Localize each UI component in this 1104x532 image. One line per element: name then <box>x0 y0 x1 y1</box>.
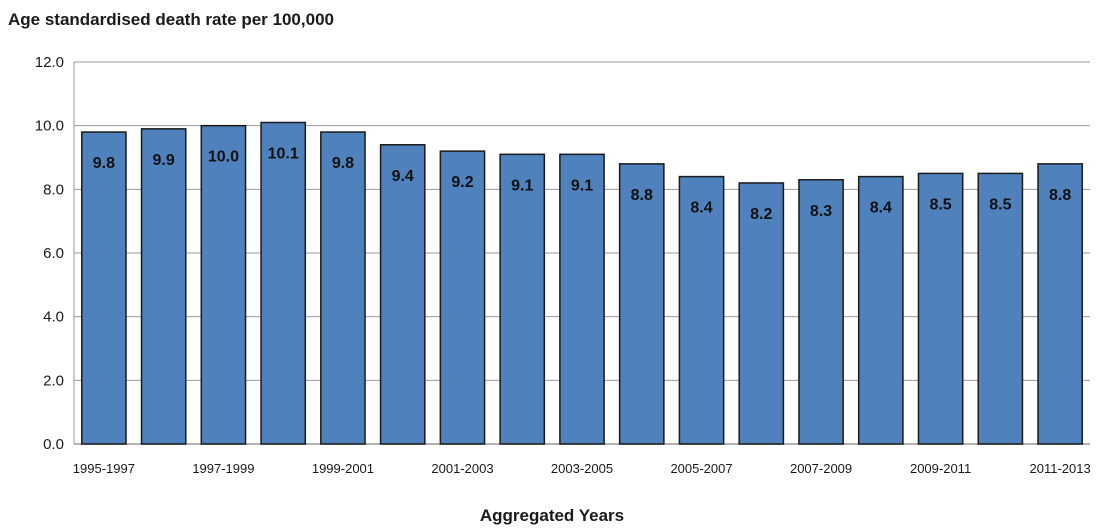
data-label: 8.5 <box>989 196 1011 213</box>
y-tick-label: 12.0 <box>35 54 64 71</box>
bar <box>917 172 964 445</box>
x-tick-label: 1999-2001 <box>312 461 374 476</box>
x-axis-title: Aggregated Years <box>479 506 625 525</box>
x-tick-label: 2011-2013 <box>1030 461 1091 476</box>
y-tick-label: 8.0 <box>43 181 64 198</box>
data-label: 8.2 <box>750 206 772 223</box>
bar <box>200 124 247 445</box>
data-label: 9.1 <box>571 177 593 194</box>
data-label: 9.4 <box>392 168 414 185</box>
y-axis-ticks: 0.0 2.0 4.0 6.0 8.0 10.0 12.0 <box>35 54 64 453</box>
bar <box>977 172 1024 445</box>
data-label: 8.4 <box>690 200 712 217</box>
data-label: 9.2 <box>451 174 473 191</box>
data-label: 9.1 <box>511 177 533 194</box>
data-label: 9.8 <box>332 155 354 172</box>
bar-chart: 0.02.04.06.08.010.012.0 9.8 9.9 10.0 10.19.… <box>35 54 1091 476</box>
data-label: 9.8 <box>93 155 115 172</box>
bar <box>320 131 366 445</box>
y-tick-label: 6.0 <box>43 245 64 262</box>
y-tick-label: 10.0 <box>35 118 64 135</box>
y-tick-label: 2.0 <box>43 372 64 389</box>
data-label: 8.3 <box>810 203 832 220</box>
bar <box>439 150 486 445</box>
bar <box>260 121 307 445</box>
x-tick-label: 1995-1997 <box>73 461 135 476</box>
chart-title: Age standardised death rate per 100,000 <box>8 10 334 29</box>
data-label: 8.8 <box>631 187 653 204</box>
data-label: 8.5 <box>929 196 951 213</box>
bar <box>559 153 605 445</box>
data-label: 10.1 <box>268 145 299 162</box>
data-label: 9.9 <box>153 152 175 169</box>
bar <box>738 182 785 445</box>
x-tick-label: 2001-2003 <box>431 461 493 476</box>
x-tick-label: 2007-2009 <box>790 461 852 476</box>
x-axis-ticks: 1995-1997 1997-1999 1999-2001 2001-2003 2003… <box>73 461 1091 476</box>
x-tick-label: 2005-2007 <box>670 461 732 476</box>
bars <box>81 121 1083 445</box>
bar <box>798 179 844 445</box>
bar <box>1037 163 1083 445</box>
data-label: 10.0 <box>208 149 239 166</box>
data-label: 8.4 <box>870 200 892 217</box>
bar <box>857 175 904 445</box>
x-tick-label: 2009-2011 <box>910 461 971 476</box>
y-tick-label: 4.0 <box>43 309 64 326</box>
bar <box>379 144 426 445</box>
x-tick-label: 1997-1999 <box>192 461 254 476</box>
data-label: 8.8 <box>1049 187 1071 204</box>
bar <box>678 175 725 445</box>
bar <box>618 163 665 445</box>
y-tick-label: 0.0 <box>43 436 64 453</box>
data-labels: 9.8 9.9 10.0 10.1 9.8 9.4 9.2 9.1 9.1 8.8 8.4 8.2 8.… <box>93 145 1072 222</box>
x-tick-label: 2003-2005 <box>551 461 613 476</box>
bar <box>499 153 546 445</box>
bar <box>81 131 127 445</box>
bar <box>140 128 187 445</box>
